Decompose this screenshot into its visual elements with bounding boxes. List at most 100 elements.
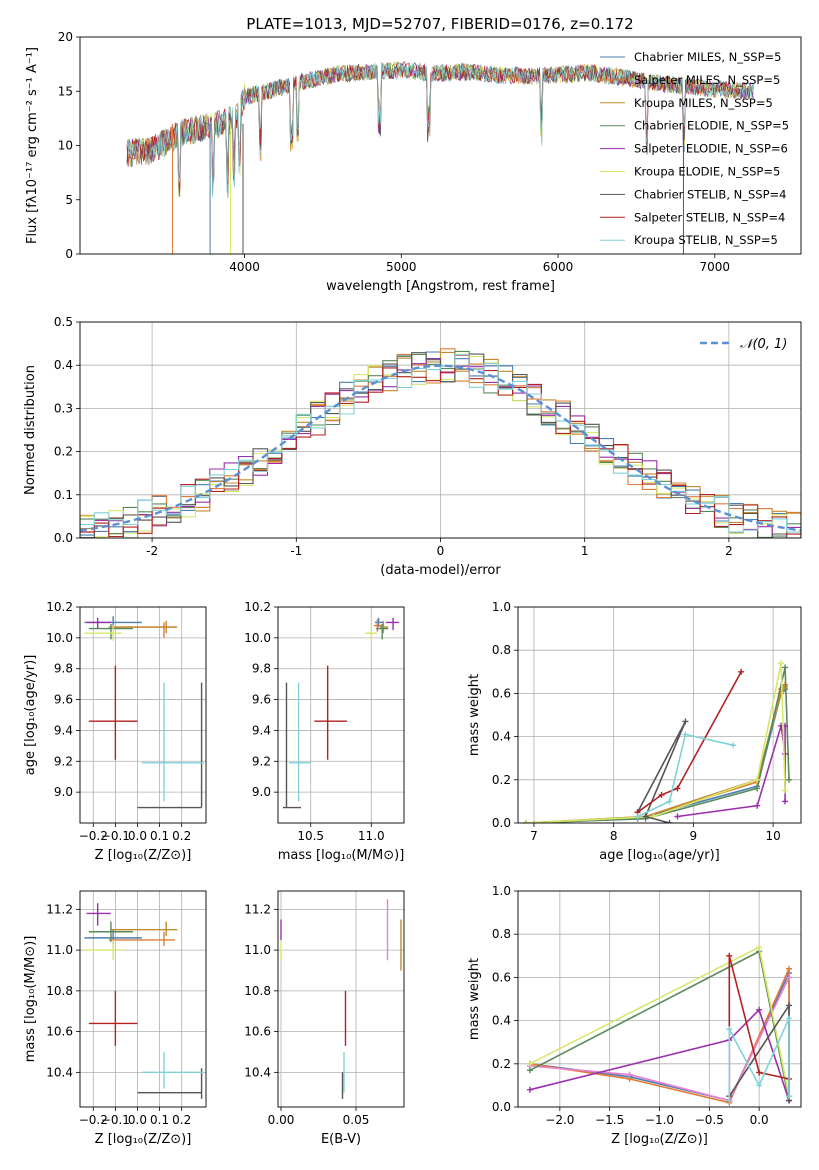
x-tick-label: 5000: [386, 260, 417, 274]
x-tick-label: -2: [146, 544, 158, 558]
y-tick-label: 15: [58, 84, 73, 98]
y-axis-label: age [log₁₀(age/yr)]: [23, 655, 38, 776]
y-tick-label: 0.5: [54, 315, 73, 329]
y-tick-label: 0.4: [54, 358, 73, 372]
series-line: [636, 721, 687, 823]
y-tick-label: 9.6: [54, 693, 73, 707]
y-tick-label: 9.6: [252, 693, 271, 707]
mass-vs-metallicity-panel: −0.2−0.10.0 0.1 0.2 10.4 10.6 10.8 11.0 11.2 Z […: [23, 890, 207, 1147]
plot-area: [80, 348, 801, 538]
residual-histogram-panel: -2 -1 0 1 2 0.0 0.1 0.2 0.3 0.4 0.5 (data-model)/er…: [23, 315, 802, 578]
histogram-series: [80, 354, 801, 538]
y-tick-label: 11.2: [244, 902, 271, 916]
y-tick-label: 9.2: [54, 754, 73, 768]
x-axis-label: Z [log₁₀(Z/Z⊙)]: [611, 1132, 708, 1147]
x-tick-label: −0.5: [695, 1113, 724, 1127]
axes-frame: [277, 606, 405, 824]
y-axis-label: Flux [fλ10⁻¹⁷ erg cm⁻² s⁻¹ A⁻¹]: [25, 47, 40, 244]
y-tick-label: 0: [65, 247, 73, 261]
plot-area: [280, 899, 402, 1099]
normal-curve: [80, 364, 801, 532]
plot-area: [126, 61, 754, 254]
legend-label: Salpeter ELODIE, N_SSP=6: [634, 142, 788, 156]
x-axis-label: age [log₁₀(age/yr)]: [599, 848, 720, 863]
y-tick-label: 9.4: [252, 723, 271, 737]
age-vs-mass-panel: 10.5 11.0 9.0 9.2 9.4 9.6 9.8 10.0 10.2 mass [log…: [244, 600, 405, 863]
plus-marker: [754, 776, 761, 783]
y-tick-label: 9.8: [252, 662, 271, 676]
y-tick-label: 11.0: [244, 943, 271, 957]
plot-area: [526, 944, 793, 1106]
y-tick-label: 11.2: [46, 902, 73, 916]
plus-marker: [756, 1082, 763, 1089]
plus-marker: [522, 820, 529, 823]
x-tick-label: 6000: [543, 260, 574, 274]
y-tick-label: 0.1: [54, 488, 73, 502]
plus-marker: [786, 1002, 793, 1009]
plus-marker: [754, 802, 761, 809]
y-tick-label: 0.2: [54, 445, 73, 459]
histogram-series: [80, 354, 801, 538]
plus-marker: [782, 787, 789, 794]
y-tick-label: 10.6: [244, 1025, 271, 1039]
x-axis-label: Z [log₁₀(Z/Z⊙)]: [95, 848, 192, 863]
plus-marker: [666, 820, 673, 823]
y-tick-label: 5: [65, 193, 73, 207]
plus-marker: [738, 668, 745, 675]
axes-frame: [79, 606, 207, 824]
plus-marker: [674, 813, 681, 820]
plus-marker: [782, 750, 789, 757]
y-tick-label: 0.4: [492, 730, 511, 744]
series-line: [529, 977, 790, 1102]
x-axis-label: wavelength [Angstrom, rest frame]: [326, 279, 555, 294]
legend-label: Chabrier MILES, N_SSP=5: [634, 50, 781, 64]
plus-marker: [786, 1015, 793, 1022]
x-tick-label: 2: [725, 544, 733, 558]
massweight-vs-metallicity-panel: −2.0 −1.5 −1.0 −0.5 0.0 0.0 0.2 0.4 0.6 0.8 1.0 Z […: [467, 884, 802, 1147]
series-line: [525, 684, 786, 823]
x-tick-label: 1: [581, 544, 589, 558]
age-vs-metallicity-panel: −0.2−0.10.0 0.1 0.2 9.0 9.2 9.4 9.6 9.8 10.0 10.2…: [23, 600, 207, 863]
legend-label: 𝒩(0, 1): [740, 337, 787, 352]
x-tick-label: −1.0: [645, 1113, 674, 1127]
plus-marker: [726, 952, 733, 959]
y-axis-label: mass [log₁₀(M/M⊙)]: [23, 936, 38, 1063]
x-tick-label: 0.2: [172, 829, 191, 843]
y-tick-label: 0.2: [492, 773, 511, 787]
x-tick-label: 0.00: [268, 1113, 295, 1127]
x-tick-label: 0.1: [150, 829, 169, 843]
spectrum-line: [126, 62, 754, 198]
x-tick-label: -1: [290, 544, 302, 558]
x-tick-label: 10: [765, 829, 780, 843]
y-tick-label: 0.0: [492, 816, 511, 830]
plus-marker: [666, 798, 673, 805]
y-tick-label: 10.6: [46, 1025, 73, 1039]
figure-title: PLATE=1013, MJD=52707, FIBERID=0176, z=0…: [246, 15, 633, 33]
y-tick-label: 0.8: [492, 643, 511, 657]
plot-area: [522, 660, 793, 823]
y-axis-label: mass weight: [467, 674, 482, 756]
y-tick-label: 0.4: [492, 1014, 511, 1028]
mass-vs-ebv-panel: 0.00 0.05 10.4 10.6 10.8 11.0 11.2 E(B-V): [244, 890, 405, 1147]
y-tick-label: 0.2: [492, 1057, 511, 1071]
y-tick-label: 10.0: [46, 631, 73, 645]
y-tick-label: 10.2: [46, 600, 73, 614]
y-tick-label: 0.0: [54, 531, 73, 545]
plus-marker: [658, 791, 665, 798]
x-tick-label: 0.2: [172, 1113, 191, 1127]
plus-marker: [682, 718, 689, 725]
plus-marker: [626, 1071, 633, 1078]
y-tick-label: 11.0: [46, 943, 73, 957]
x-axis-label: mass [log₁₀(M/M⊙)]: [278, 848, 405, 863]
axes-frame: [517, 890, 802, 1108]
legend-label: Kroupa ELODIE, N_SSP=5: [634, 165, 780, 179]
x-tick-label: 0.0: [128, 1113, 147, 1127]
y-tick-label: 9.0: [54, 785, 73, 799]
spectrum-panel: 4000 5000 6000 7000 0 5 10 15 20 wavelength [Angs…: [25, 30, 802, 294]
x-tick-label: 0.1: [150, 1113, 169, 1127]
y-tick-label: 0.6: [492, 970, 511, 984]
plus-marker: [642, 813, 649, 820]
plus-marker: [786, 1093, 793, 1100]
plus-marker: [526, 1067, 533, 1074]
